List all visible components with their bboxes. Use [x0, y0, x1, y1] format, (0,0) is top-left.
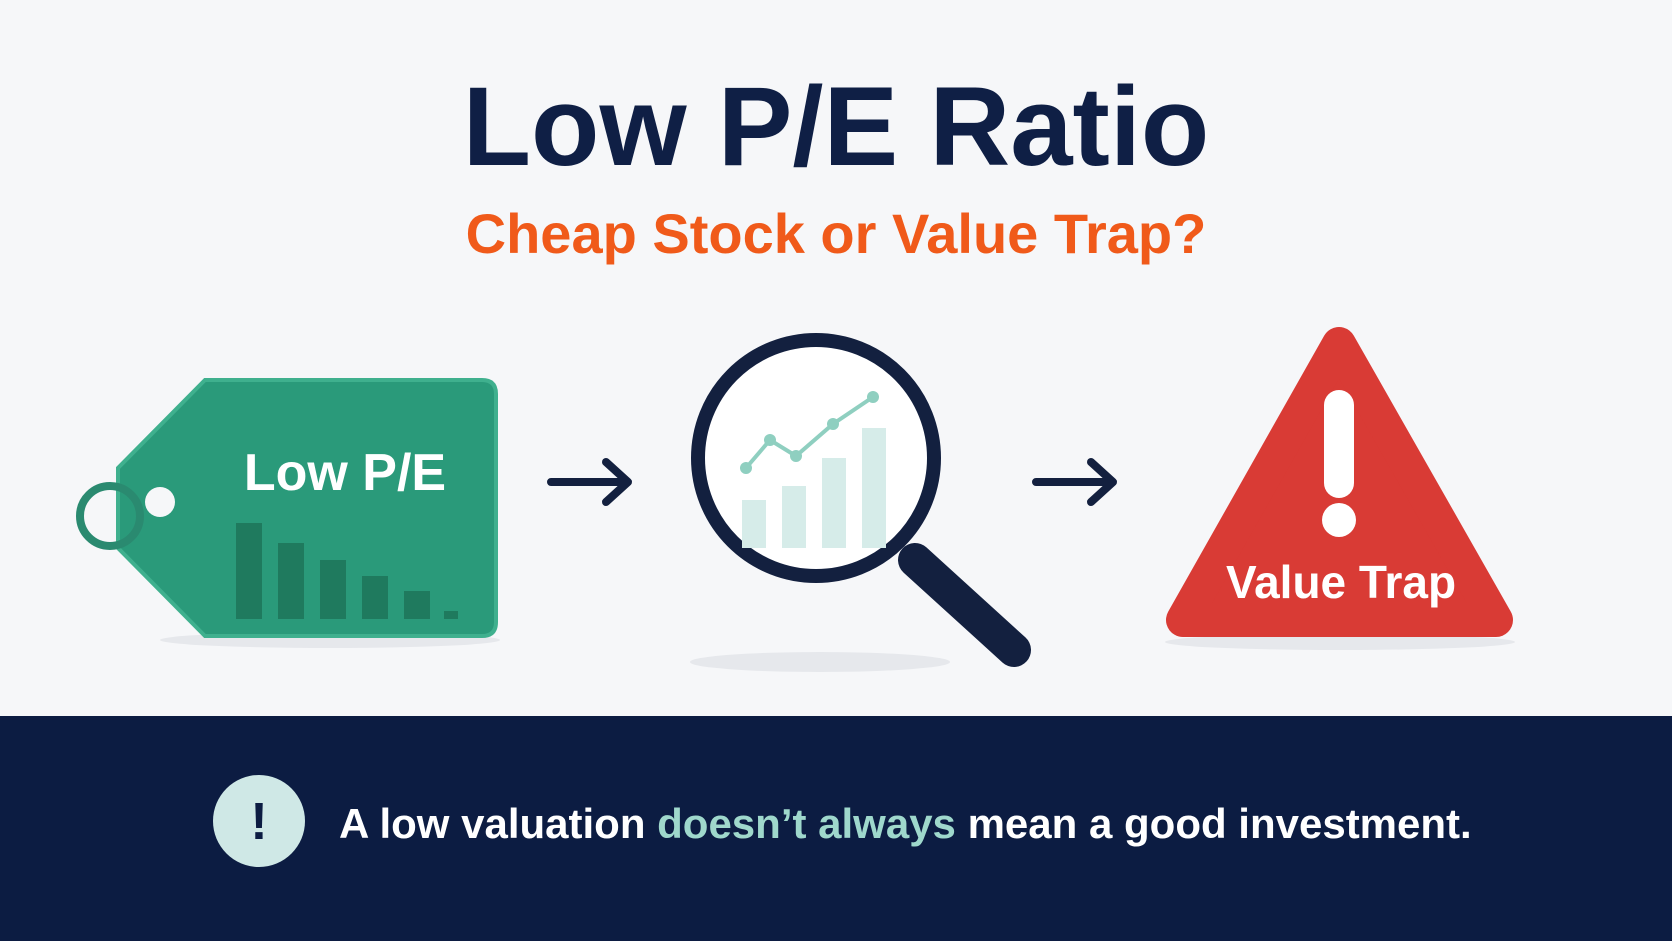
footer-icon-mark: ! — [250, 793, 267, 851]
footer-icon — [213, 775, 305, 867]
magnifier — [690, 333, 1031, 672]
warning-label: Value Trap — [1226, 556, 1456, 608]
price-tag: Low P/E — [76, 378, 500, 648]
footer-text-end: mean a good investment. — [956, 800, 1472, 847]
footer-text: A low valuation doesn’t always mean a go… — [339, 800, 1472, 847]
footer-text-start: A low valuation — [339, 800, 657, 847]
title: Low P/E Ratio — [463, 64, 1210, 189]
warning-triangle: Value Trap — [1165, 327, 1515, 650]
arrows — [547, 458, 1117, 506]
subtitle: Cheap Stock or Value Trap? — [466, 202, 1207, 265]
footer-highlight: doesn’t always — [657, 800, 956, 847]
tag-label: Low P/E — [244, 444, 446, 502]
